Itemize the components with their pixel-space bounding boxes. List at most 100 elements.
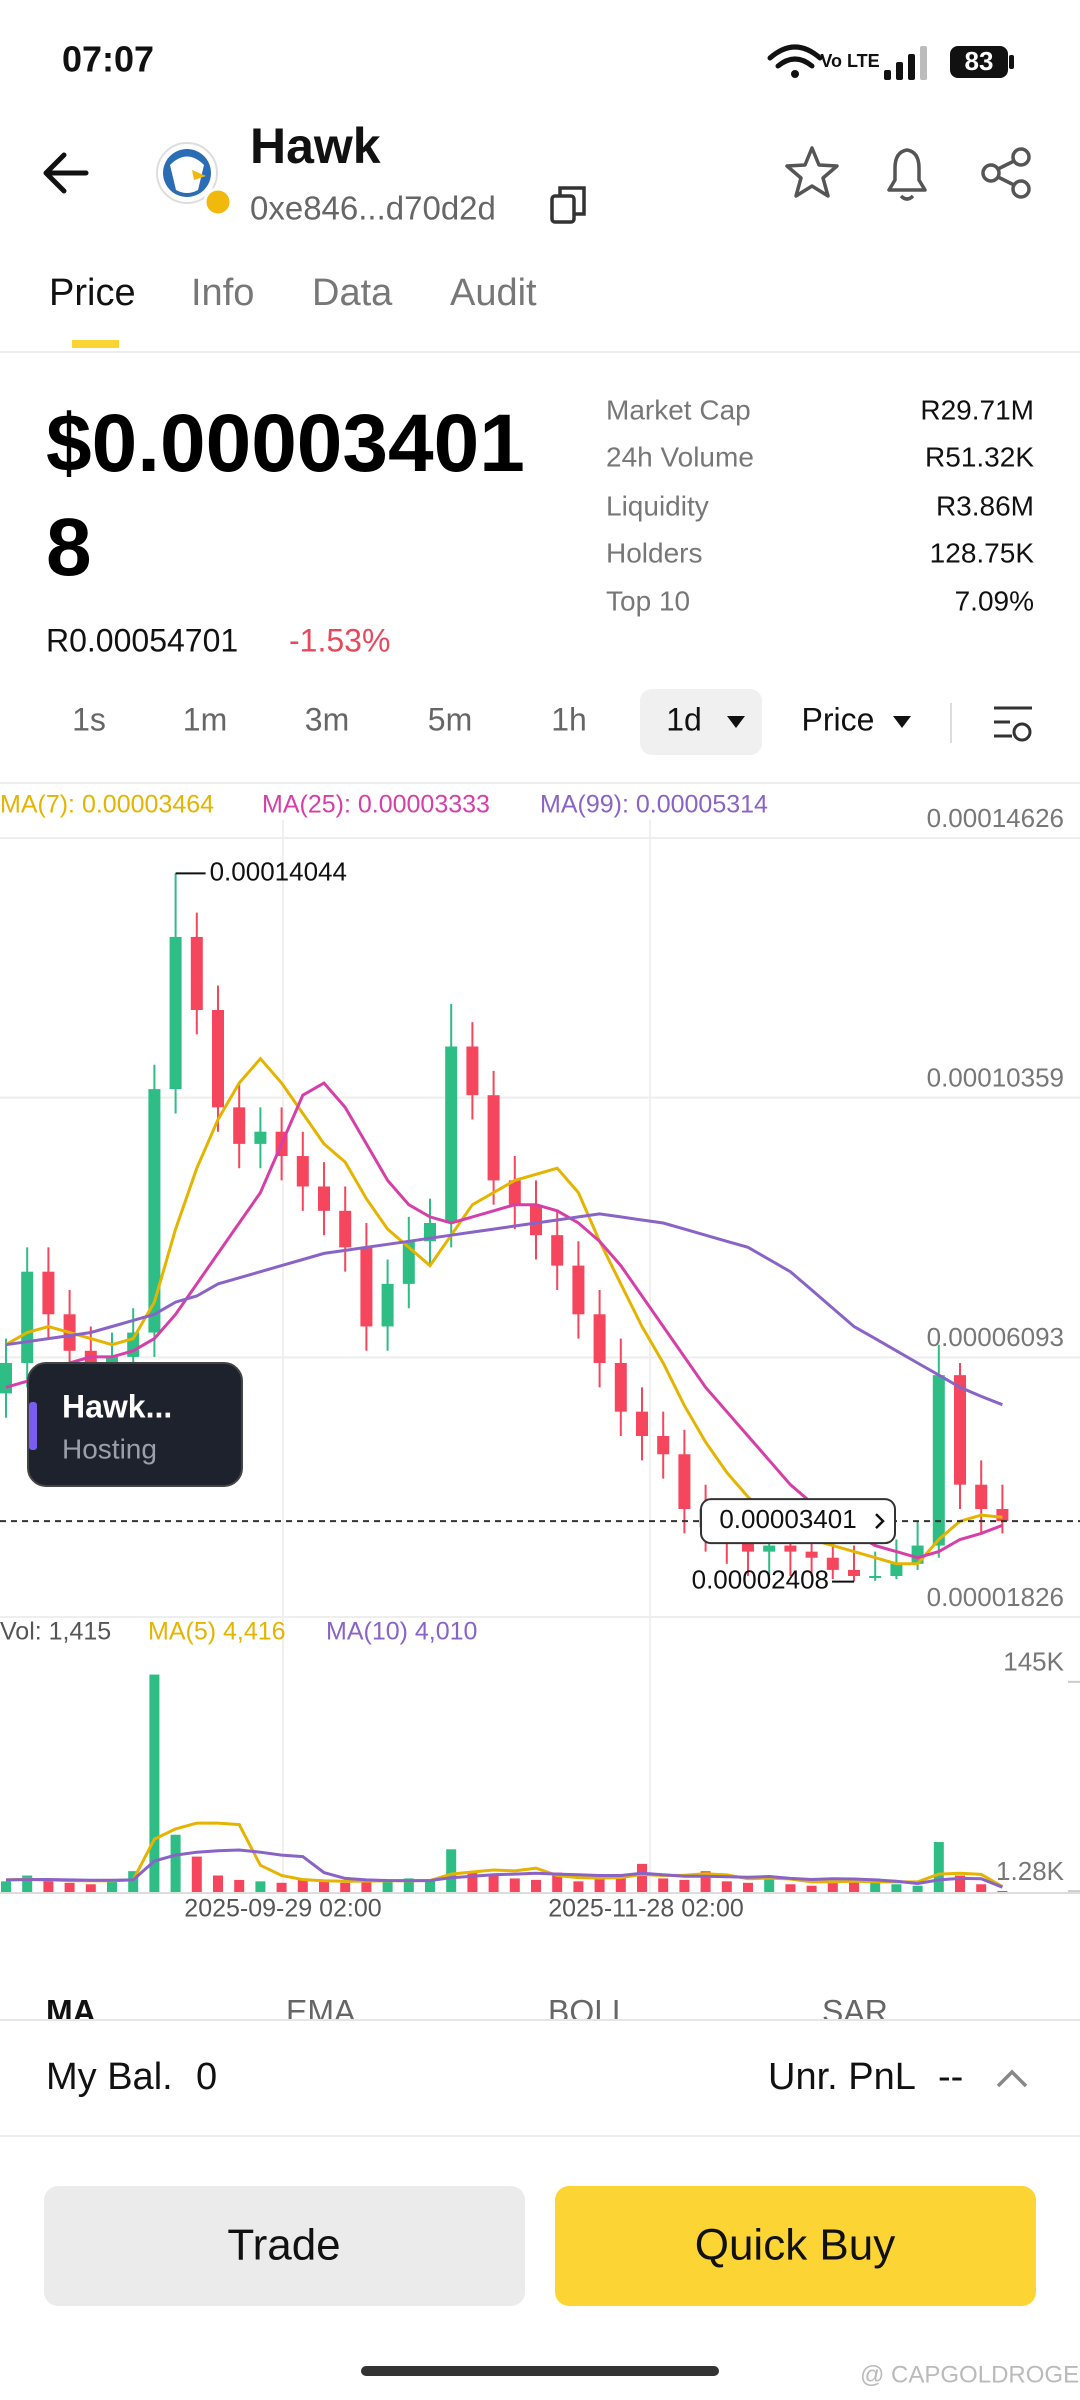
volume-bar [234,1879,245,1893]
ma-legend: MA(7): 0.00003464 [0,791,214,819]
volume-bar [213,1875,223,1893]
stat-label: Market Cap [606,394,751,425]
stat-label: 24h Volume [606,441,754,472]
candle-body [0,1362,12,1394]
volume-bar [446,1849,457,1893]
candle-body [932,1375,945,1546]
candle-body [445,1046,458,1223]
expand-button[interactable] [996,2069,1028,2088]
floating-subtitle: Hosting [62,1433,157,1464]
timeframe[interactable]: 1d [666,701,702,737]
volume-bar [531,1879,541,1893]
timeframe[interactable]: 3m [305,701,349,737]
candle-body [826,1557,839,1570]
token-address: 0xe846...d70d2d [250,190,496,227]
volume-bar [721,1881,732,1893]
volume-bar [276,1882,287,1893]
tab-indicator [72,340,119,348]
chart-mode[interactable]: Price [802,701,875,737]
timeframe-selected[interactable] [640,689,762,755]
floating-window[interactable]: Hawk... Hosting [27,1362,243,1487]
candle-body [487,1095,500,1181]
trade-button[interactable] [44,2186,525,2306]
volume-bar [43,1879,54,1893]
ma-line [5,1056,1003,1566]
volume-bar [764,1875,775,1893]
volume-chart: Vol: 1,415 MA(5) 4,416 MA(10) 4,010 145K 1.2… [0,1618,1080,1923]
candle-body [212,1009,224,1108]
volume-bar [933,1842,944,1893]
candle-body [233,1107,246,1144]
volume-bar [743,1882,753,1893]
battery-tip [1009,55,1014,69]
timeframe[interactable]: 1s [72,701,106,737]
volume-bar [149,1674,160,1893]
candle-body [614,1362,627,1412]
timeframe[interactable]: 5m [428,701,472,737]
volume-ma-legend: MA(10) 4,010 [326,1618,477,1646]
quick-buy-label: Quick Buy [695,2221,896,2270]
volume-bar [170,1834,181,1893]
volume-bar [997,1890,1008,1893]
candle-body [763,1545,776,1552]
volume-bar [340,1882,351,1893]
volume-bar [870,1878,881,1893]
divider [0,351,1080,353]
tab[interactable]: Price [49,272,136,314]
stat-value: 128.75K [930,537,1035,568]
volume-bar [128,1871,139,1893]
local-price: R0.00054701 [46,622,238,658]
ma-legend: MA(99): 0.00005314 [540,791,768,819]
volume-bar [785,1884,796,1893]
candle-body [296,1156,309,1187]
divider [0,782,1080,784]
stat-value: R3.86M [936,490,1034,521]
price-chart: 0.00014626 0.00010359 0.00006093 0.00001826… [0,791,1080,1893]
dropdown-arrow [893,716,911,728]
candle-body [21,1271,34,1363]
y-tick-label: 0.00010359 [927,1063,1064,1093]
alert-button[interactable] [887,148,927,201]
y-tick-label: 0.00014626 [927,803,1064,833]
floating-title: Hawk... [62,1388,172,1424]
volume-bar [849,1879,859,1893]
volume-bar [467,1871,478,1893]
stat-value: R29.71M [920,394,1034,425]
volume-bar [891,1884,902,1893]
stat-label: Liquidity [606,490,709,521]
volume-bar [85,1884,96,1893]
trade-label: Trade [227,2221,340,2270]
ma-line [5,1848,1003,1889]
x-tick-label: 2025-11-28 02:00 [548,1895,744,1923]
chart-settings[interactable] [994,706,1032,742]
candle-body [360,1247,373,1327]
copy-button[interactable] [550,186,586,224]
volume-bar [615,1875,626,1893]
divider [0,2019,1080,2021]
timeframe[interactable]: 1h [551,701,587,737]
back-button[interactable] [43,152,89,194]
candle-body [42,1271,55,1315]
token-name: Hawk [250,118,381,174]
quick-buy-button[interactable] [555,2186,1036,2306]
pnl-label: Unr. PnL [768,2056,916,2098]
volume-bar [827,1881,838,1893]
status-time: 07:07 [62,39,154,80]
candle-body [890,1563,903,1576]
y-tick-label: 145K [1003,1647,1064,1677]
favorite-button[interactable] [785,146,839,198]
price-change: -1.53% [289,622,390,658]
battery-icon [950,46,1008,78]
tab[interactable]: Data [312,272,393,314]
stat-value: 7.09% [955,585,1034,616]
volume-bar [637,1863,647,1893]
candle-body [657,1436,670,1455]
tab[interactable]: Info [191,272,254,314]
timeframe[interactable]: 1m [183,701,227,737]
volume-bar [976,1884,987,1893]
stat-label: Top 10 [606,585,690,616]
share-button[interactable] [981,147,1031,199]
candle-body [869,1575,882,1578]
tab[interactable]: Audit [450,272,537,314]
